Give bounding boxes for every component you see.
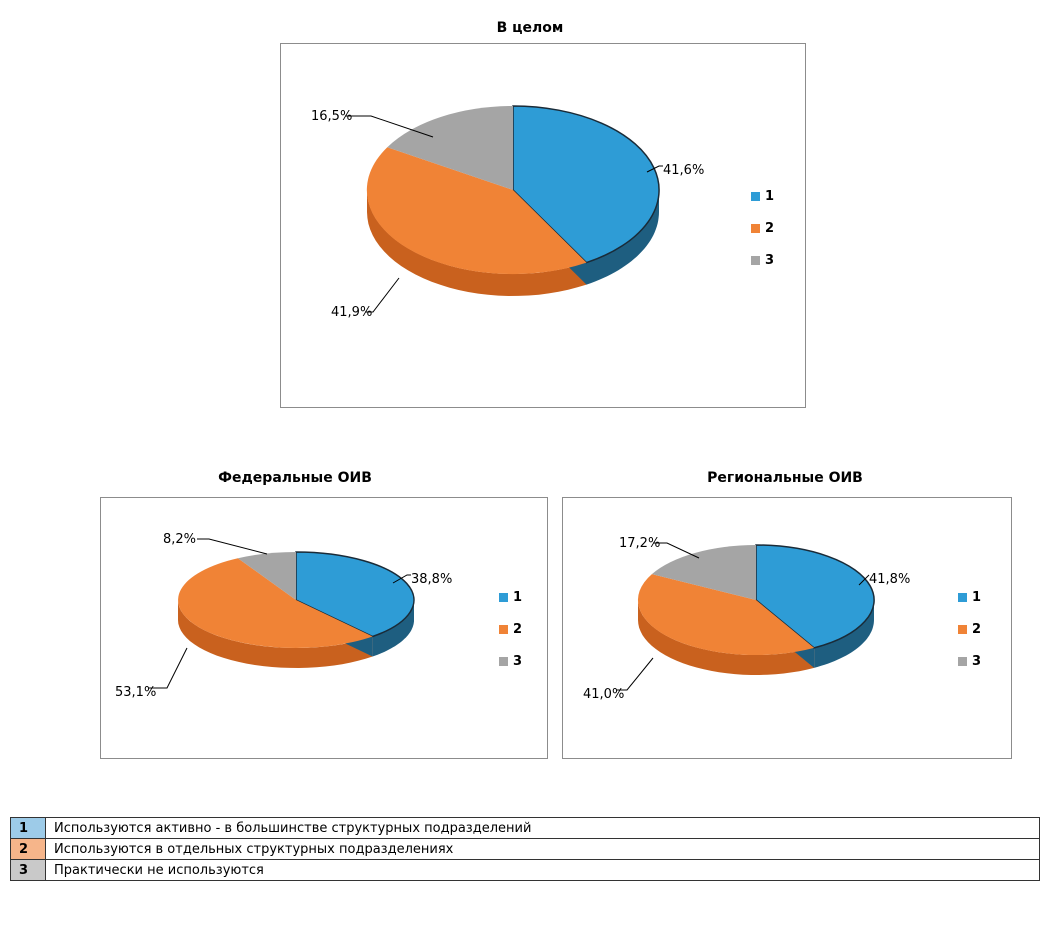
legend-label-2: 2 (765, 220, 775, 236)
legend-swatch-3 (751, 255, 760, 265)
leader-line-2 (149, 647, 188, 689)
legend-item-2: 2 (958, 620, 981, 638)
legend-code-2: 2 (10, 838, 46, 860)
legend-text-2: Используются в отдельных структурных под… (45, 838, 1040, 860)
legend-swatch-3 (958, 656, 967, 666)
legend-item-2: 2 (751, 219, 774, 237)
legend-item-3: 3 (499, 652, 522, 670)
pie-slice-1 (295, 551, 415, 638)
legend-swatch-2 (499, 624, 508, 634)
data-label-1: 38,8% (411, 572, 452, 587)
leader-line-3 (197, 538, 268, 555)
legend-item-2: 2 (499, 620, 522, 638)
leader-line-1 (858, 574, 870, 586)
chart-title-regional: Региональные ОИВ (707, 470, 863, 486)
data-label-3: 16,5% (311, 109, 352, 124)
legend-overall: 1 2 3 (751, 187, 774, 283)
data-label-1: 41,8% (869, 572, 910, 587)
legend-swatch-1 (751, 191, 760, 201)
legend-swatch-3 (499, 656, 508, 666)
legend-text-3: Практически не используются (45, 859, 1040, 881)
legend-table-row: 2 Используются в отдельных структурных п… (10, 838, 1040, 860)
data-label-3: 8,2% (163, 532, 196, 547)
legend-label-3: 3 (765, 252, 775, 268)
pie-slice-side-1 (372, 600, 414, 657)
pie-slice-2 (178, 558, 373, 648)
legend-item-3: 3 (958, 652, 981, 670)
legend-label-1: 1 (765, 188, 775, 204)
pie-slice-side-1 (586, 190, 659, 285)
legend-table-row: 1 Используются активно - в большинстве с… (10, 817, 1040, 839)
legend-label-1: 1 (972, 589, 982, 605)
pie-slice-side-2 (638, 600, 815, 675)
data-label-2: 41,9% (331, 305, 372, 320)
chart-federal: 38,8% 53,1% 8,2% 1 2 3 (100, 497, 548, 759)
leader-line-2 (365, 277, 400, 313)
legend-item-1: 1 (751, 187, 774, 205)
legend-swatch-2 (751, 223, 760, 233)
chart-regional: 41,8% 41,0% 17,2% 1 2 3 (562, 497, 1012, 759)
pie-chart-federal: 38,8% 53,1% 8,2% (115, 532, 452, 700)
legend-label-2: 2 (513, 621, 523, 637)
pie-slice-side-1 (814, 600, 874, 668)
leader-line-3 (345, 115, 434, 138)
legend-swatch-1 (499, 592, 508, 602)
legend-code-1: 1 (10, 817, 46, 839)
pie-slice-1 (755, 544, 875, 649)
data-label-2: 41,0% (583, 687, 624, 702)
legend-label-1: 1 (513, 589, 523, 605)
data-label-3: 17,2% (619, 536, 660, 551)
data-label-1: 41,6% (663, 163, 704, 178)
leader-line-1 (392, 574, 411, 584)
pie-slice-3 (237, 552, 296, 600)
legend-table: 1 Используются активно - в большинстве с… (10, 817, 1040, 881)
legend-swatch-1 (958, 592, 967, 602)
legend-label-3: 3 (513, 653, 523, 669)
data-label-2: 53,1% (115, 685, 156, 700)
legend-item-3: 3 (751, 251, 774, 269)
legend-item-1: 1 (958, 588, 981, 606)
pie-slice-2 (637, 574, 815, 656)
pie-slice-2 (366, 147, 587, 275)
pie-slice-3 (651, 545, 756, 600)
legend-federal: 1 2 3 (499, 588, 522, 684)
pie-chart-regional: 41,8% 41,0% 17,2% (583, 536, 910, 702)
legend-label-3: 3 (972, 653, 982, 669)
chart-title-federal: Федеральные ОИВ (218, 470, 372, 486)
leader-line-2 (617, 657, 654, 691)
chart-overall: 41,6% 41,9% 16,5% 1 2 3 (280, 43, 806, 408)
pie-slice-3 (387, 105, 513, 190)
legend-regional: 1 2 3 (958, 588, 981, 684)
legend-swatch-2 (958, 624, 967, 634)
leader-line-1 (646, 165, 663, 173)
pie-slice-side-2 (367, 190, 587, 296)
legend-table-row: 3 Практически не используются (10, 859, 1040, 881)
leader-line-3 (653, 542, 700, 559)
pie-slice-side-2 (178, 600, 373, 668)
chart-title-overall: В целом (496, 20, 564, 36)
legend-item-1: 1 (499, 588, 522, 606)
pie-chart-overall: 41,6% 41,9% 16,5% (311, 105, 704, 320)
legend-text-1: Используются активно - в большинстве стр… (45, 817, 1040, 839)
legend-label-2: 2 (972, 621, 982, 637)
legend-code-3: 3 (10, 859, 46, 881)
